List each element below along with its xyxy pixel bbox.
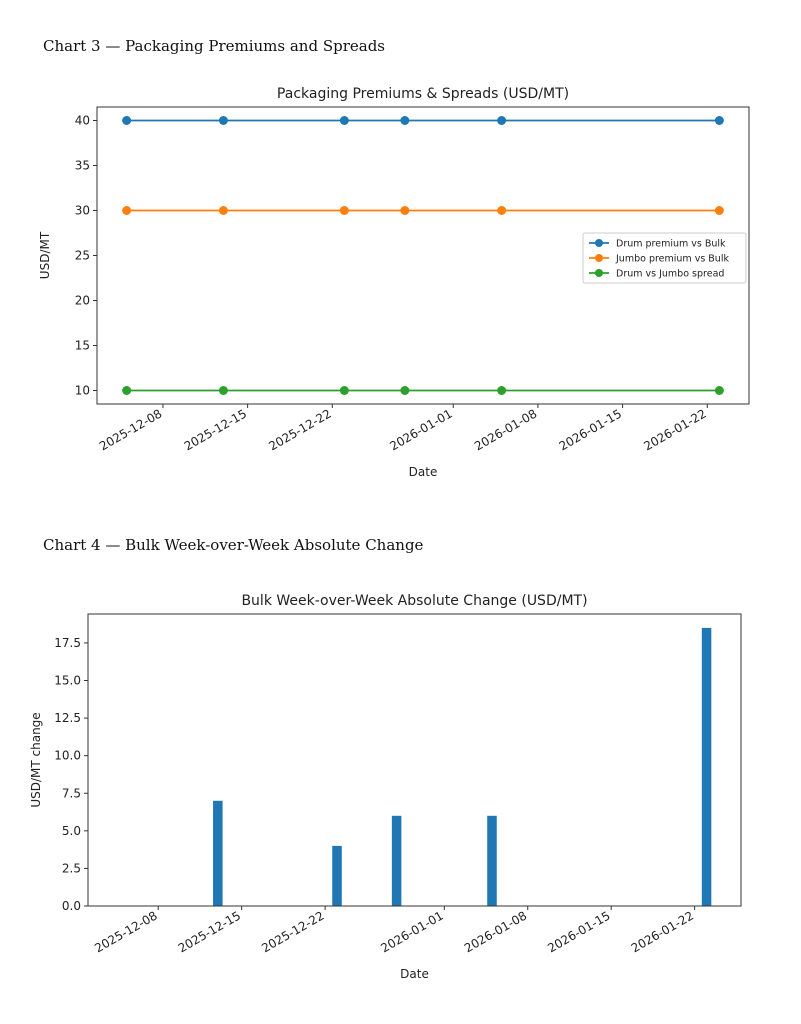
chart-4-heading: Chart 4 — Bulk Week-over-Week Absolute C…	[43, 536, 424, 554]
legend-marker	[595, 239, 603, 247]
y-tick-label: 2.5	[62, 861, 81, 875]
legend-box	[582, 232, 747, 284]
data-point	[714, 206, 724, 215]
x-tick-label: 2025-12-08	[92, 908, 159, 955]
legend-marker	[595, 269, 603, 277]
data-point	[714, 116, 724, 125]
y-tick-label: 10	[75, 384, 90, 398]
y-tick-label: 5.0	[62, 824, 81, 838]
x-tick-label: 2026-01-01	[378, 908, 445, 955]
data-point	[714, 386, 724, 395]
data-point	[497, 386, 507, 395]
data-point	[339, 206, 349, 215]
data-point	[122, 116, 132, 125]
data-point	[122, 386, 132, 395]
legend-marker	[595, 254, 603, 262]
x-axis-label: Date	[400, 967, 429, 981]
bar	[213, 800, 223, 906]
y-tick-label: 30	[75, 204, 90, 218]
data-point	[400, 386, 410, 395]
data-point	[497, 116, 507, 125]
data-point	[400, 116, 410, 125]
legend-label: Drum premium vs Bulk	[616, 239, 726, 250]
x-tick-label: 2025-12-22	[259, 908, 326, 955]
y-axis-label: USD/MT change	[29, 712, 43, 807]
y-tick-label: 10.0	[54, 749, 81, 763]
chart-3-heading: Chart 3 — Packaging Premiums and Spreads	[43, 37, 386, 55]
legend-label: Jumbo premium vs Bulk	[615, 254, 729, 265]
y-tick-label: 40	[75, 114, 90, 128]
x-tick-label: 2025-12-15	[182, 406, 249, 453]
x-tick-label: 2026-01-22	[629, 908, 696, 955]
x-tick-label: 2025-12-08	[97, 406, 164, 453]
data-point	[400, 206, 410, 215]
bar	[487, 815, 497, 906]
data-point	[339, 116, 349, 125]
data-point	[122, 206, 132, 215]
x-tick-label: 2026-01-15	[557, 406, 624, 453]
x-tick-label: 2025-12-15	[176, 908, 243, 955]
y-tick-label: 0.0	[62, 899, 81, 913]
chart-title: Packaging Premiums & Spreads (USD/MT)	[277, 86, 569, 102]
y-tick-label: 12.5	[54, 711, 81, 725]
x-tick-label: 2026-01-01	[387, 406, 454, 453]
y-tick-label: 7.5	[62, 786, 81, 800]
data-point	[218, 116, 228, 125]
plot-frame	[96, 106, 750, 405]
x-axis-label: Date	[409, 465, 438, 479]
y-tick-label: 20	[75, 294, 90, 308]
data-point	[339, 386, 349, 395]
bar	[701, 627, 712, 906]
chart-title: Bulk Week-over-Week Absolute Change (USD…	[241, 593, 587, 609]
y-axis-label: USD/MT	[38, 231, 52, 279]
plot-frame	[87, 613, 742, 907]
data-point	[218, 206, 228, 215]
y-tick-label: 15.0	[54, 674, 81, 688]
y-tick-label: 35	[75, 159, 90, 173]
x-tick-label: 2026-01-15	[545, 908, 612, 955]
legend-label: Drum vs Jumbo spread	[616, 269, 724, 280]
x-tick-label: 2025-12-22	[266, 406, 333, 453]
y-tick-label: 17.5	[54, 636, 81, 650]
x-tick-label: 2026-01-22	[641, 406, 708, 453]
y-tick-label: 15	[75, 339, 90, 353]
data-point	[218, 386, 228, 395]
y-tick-label: 25	[75, 249, 90, 263]
x-tick-label: 2026-01-08	[462, 908, 529, 955]
x-tick-label: 2026-01-08	[472, 406, 539, 453]
bar	[391, 815, 402, 906]
data-point	[497, 206, 507, 215]
bar	[332, 845, 342, 906]
